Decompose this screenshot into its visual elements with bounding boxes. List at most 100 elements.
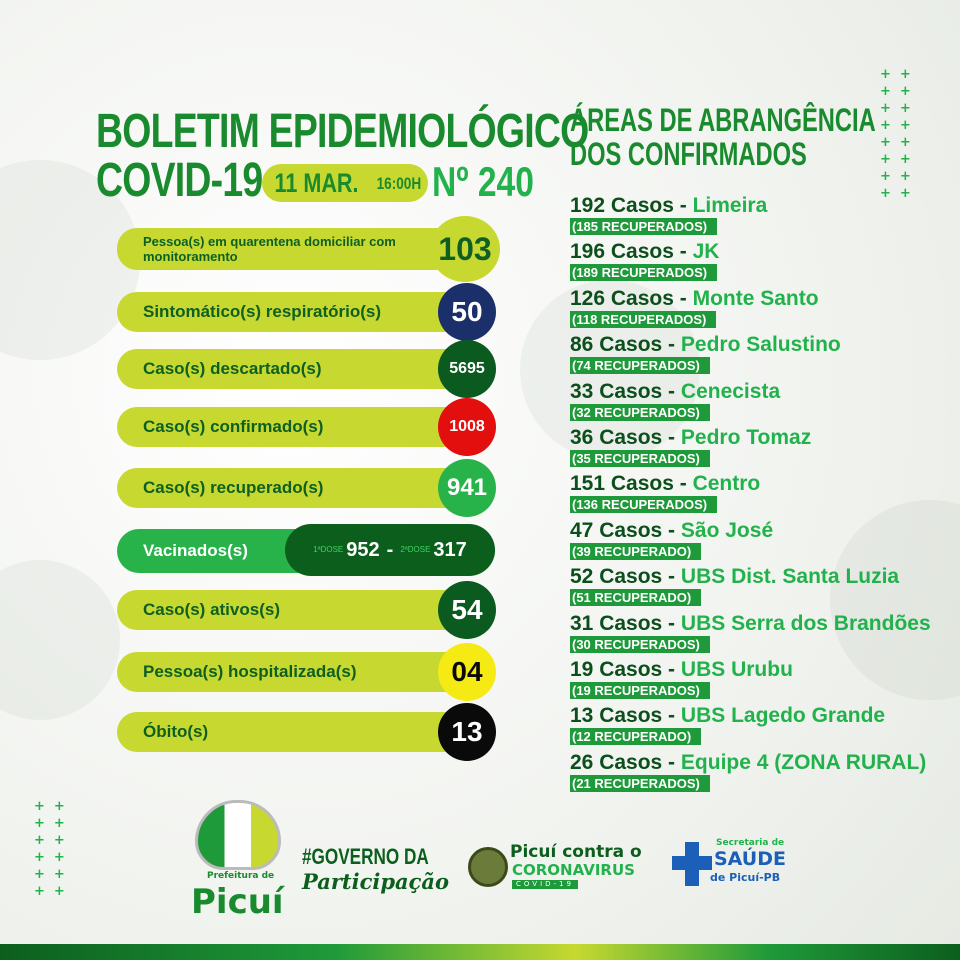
bottom-stripe (0, 944, 960, 960)
area-cases: 192 Casos - (570, 194, 687, 217)
stat-label: Sintomático(s) respiratório(s) (143, 302, 382, 321)
campaign-line2: CORONAVIRUS (512, 861, 635, 879)
area-cases: 86 Casos - (570, 333, 676, 357)
plus-decoration: ++ ++ ++ ++ ++ ++ (34, 799, 74, 899)
stat-discarded: Caso(s) descartado(s) (117, 349, 495, 389)
area-line: 31 Casos - UBS Serra dos Brandões (570, 612, 931, 636)
prefeitura-picui-logo: Prefeitura de Picuí (185, 800, 295, 930)
area-place: Pedro Tomaz (680, 426, 812, 449)
area-cases: 19 Casos - (570, 658, 676, 681)
stat-label: Caso(s) recuperado(s) (143, 478, 324, 497)
area-recovered: (35 RECUPERADOS) (570, 450, 710, 467)
secretaria-line1: Secretaria de (716, 838, 785, 848)
stat-label: Pessoa(s) em quarentena domiciliar com m… (143, 234, 396, 264)
area-entry: 52 Casos - UBS Dist. Santa Luzia (51 RECU… (570, 565, 899, 607)
area-recovered: (51 RECUPERADO) (570, 589, 702, 607)
area-entry: 151 Casos - Centro (136 RECUPERADOS) (570, 472, 760, 514)
area-cases: 36 Casos - (570, 426, 676, 449)
area-place: Pedro Salustino (680, 333, 841, 357)
stat-value: 5695 (438, 340, 496, 398)
area-line: 19 Casos - UBS Urubu (570, 658, 793, 682)
stat-value: 50 (438, 283, 496, 341)
area-entry: 192 Casos - Limeira (185 RECUPERADOS) (570, 194, 767, 236)
area-recovered: (136 RECUPERADOS) (570, 496, 718, 514)
dose2-label: 2ªDOSE (400, 545, 431, 554)
area-recovered: (32 RECUPERADOS) (570, 403, 710, 421)
area-entry: 126 Casos - Monte Santo (118 RECUPERADOS) (570, 287, 819, 329)
campaign-line3: COVID-19 (512, 880, 578, 889)
areas-title-line2: DOS CONFIRMADOS (570, 136, 807, 172)
stat-value: 941 (438, 459, 496, 517)
area-line: 151 Casos - Centro (570, 472, 760, 496)
area-place: UBS Serra dos Brandões (680, 611, 931, 635)
crossed-virus-icon (468, 847, 508, 887)
separator: - (386, 539, 394, 561)
stat-value: 13 (438, 703, 496, 761)
area-recovered: (19 RECUPERADOS) (570, 682, 710, 699)
stat-label: Caso(s) descartado(s) (143, 359, 322, 378)
plus-decoration: ++ ++ ++ ++ ++ ++ ++ ++ (880, 67, 920, 201)
area-cases: 47 Casos - (570, 518, 676, 542)
time: 16:00H (376, 173, 421, 193)
area-recovered: (21 RECUPERADOS) (570, 774, 710, 792)
area-recovered: (39 RECUPERADO) (570, 542, 702, 560)
area-recovered: (185 RECUPERADOS) (570, 218, 718, 235)
picui-contra-coronavirus-logo: Picuí contra o CORONAVIRUS COVID-19 (468, 843, 658, 893)
area-recovered: (74 RECUPERADOS) (570, 357, 710, 375)
area-line: 47 Casos - São José (570, 519, 773, 543)
area-entry: 19 Casos - UBS Urubu (19 RECUPERADOS) (570, 658, 793, 700)
area-place: Centro (692, 472, 761, 496)
area-entry: 26 Casos - Equipe 4 (ZONA RURAL) (21 RECU… (570, 751, 926, 793)
logo-text-small: Prefeitura de (207, 871, 275, 881)
area-line: 13 Casos - UBS Lagedo Grande (570, 704, 885, 728)
area-cases: 151 Casos - (570, 472, 687, 496)
area-entry: 31 Casos - UBS Serra dos Brandões (30 REC… (570, 612, 931, 654)
stat-value: 04 (438, 643, 496, 701)
governo-line2: Participação (302, 869, 450, 894)
governo-participacao-logo: #GOVERNO DA Participação (302, 845, 452, 895)
area-line: 26 Casos - Equipe 4 (ZONA RURAL) (570, 751, 926, 775)
dose1-value: 952 (346, 539, 380, 561)
area-recovered: (30 RECUPERADOS) (570, 635, 710, 653)
area-entry: 196 Casos - JK (189 RECUPERADOS) (570, 240, 719, 282)
vaccinated-values: 1ªDOSE 952 - 2ªDOSE 317 (285, 524, 495, 576)
dose1-label: 1ªDOSE (313, 545, 344, 554)
stat-label: Óbito(s) (143, 722, 209, 741)
stat-confirmed: Caso(s) confirmado(s) (117, 407, 495, 447)
secretaria-saude-logo: Secretaria de SAÚDE de Picuí-PB (664, 838, 786, 894)
secretaria-line2: SAÚDE (714, 848, 786, 870)
area-cases: 13 Casos - (570, 704, 676, 728)
stat-label: Vacinados(s) (143, 541, 248, 560)
title-line1: BOLETIM EPIDEMIOLÓGICO (96, 105, 589, 158)
area-line: 33 Casos - Cenecista (570, 380, 780, 404)
area-line: 192 Casos - Limeira (570, 194, 767, 218)
date-badge: 11 MAR. 16:00H (262, 164, 428, 202)
area-place: UBS Lagedo Grande (680, 704, 886, 728)
area-recovered: (118 RECUPERADOS) (570, 310, 717, 328)
area-line: 36 Casos - Pedro Tomaz (570, 426, 811, 450)
secretaria-line3: de Picuí-PB (710, 871, 781, 884)
stat-value: 54 (438, 581, 496, 639)
bulletin-number: Nº 240 (432, 158, 534, 205)
stat-recovered: Caso(s) recuperado(s) (117, 468, 495, 508)
stat-active: Caso(s) ativos(s) (117, 590, 495, 630)
area-cases: 31 Casos - (570, 611, 676, 635)
area-entry: 13 Casos - UBS Lagedo Grande (12 RECUPERA… (570, 704, 885, 746)
area-place: São José (680, 518, 774, 542)
stat-label: Caso(s) ativos(s) (143, 600, 280, 619)
area-recovered: (12 RECUPERADO) (570, 728, 702, 746)
area-entry: 36 Casos - Pedro Tomaz (35 RECUPERADOS) (570, 426, 811, 468)
area-line: 126 Casos - Monte Santo (570, 287, 819, 311)
area-place: Monte Santo (692, 286, 819, 310)
stat-hospitalized: Pessoa(s) hospitalizada(s) (117, 652, 495, 692)
area-place: Equipe 4 (ZONA RURAL) (680, 750, 927, 774)
dose2-value: 317 (433, 539, 467, 561)
stat-symptomatic: Sintomático(s) respiratório(s) (117, 292, 495, 332)
area-place: Limeira (692, 194, 768, 217)
area-cases: 52 Casos - (570, 565, 676, 589)
area-line: 196 Casos - JK (570, 240, 719, 264)
area-cases: 26 Casos - (570, 750, 676, 774)
stat-label: Pessoa(s) hospitalizada(s) (143, 662, 357, 681)
area-place: UBS Dist. Santa Luzia (680, 565, 900, 589)
